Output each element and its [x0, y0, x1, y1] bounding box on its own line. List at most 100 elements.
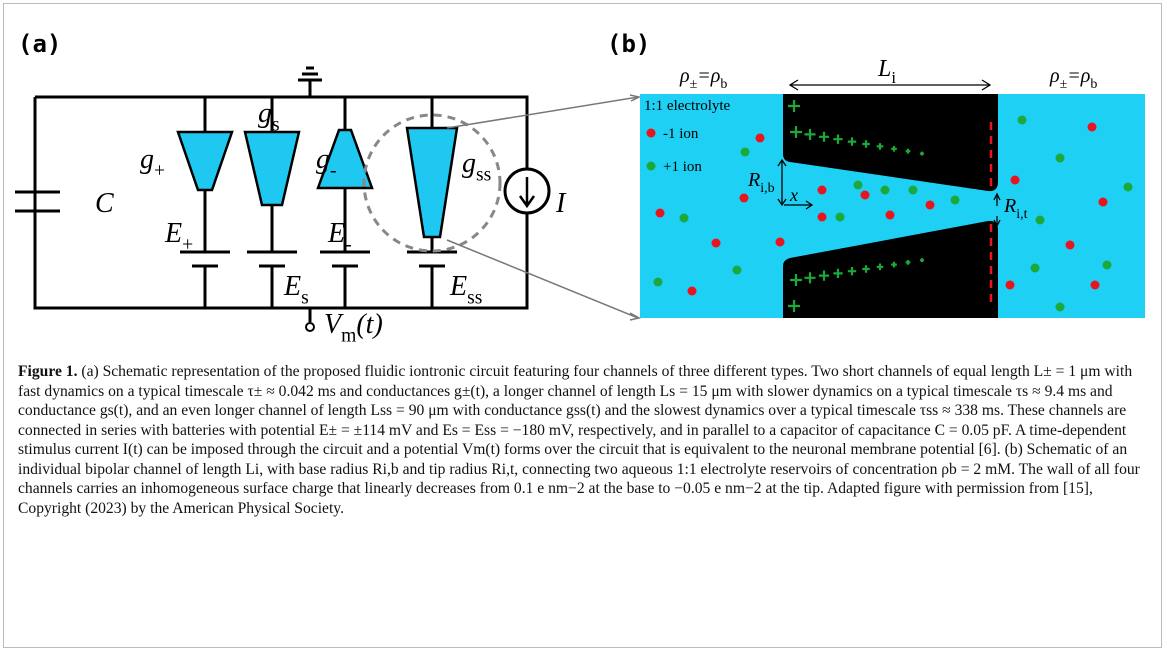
- schematic-label: ρ±=ρb: [1049, 65, 1097, 92]
- label-subscript: b: [1090, 77, 1097, 92]
- schematic-label: x: [789, 185, 798, 205]
- label-subscript: s: [272, 114, 280, 135]
- negative-ion: [1088, 123, 1097, 132]
- label-text: ρ: [679, 65, 690, 87]
- shape: [15, 192, 60, 211]
- label-text: g: [140, 144, 154, 175]
- label-text: R: [1003, 195, 1016, 217]
- positive-ion: [733, 266, 742, 275]
- positive-ion: [1124, 183, 1133, 192]
- circuit-label: g+: [140, 144, 165, 181]
- shape: [245, 132, 299, 205]
- panel-label: (a): [18, 30, 61, 58]
- current-source: [505, 169, 549, 213]
- label-text: L: [877, 56, 891, 82]
- negative-ion: [1006, 281, 1015, 290]
- positive-ion: [1103, 261, 1112, 270]
- positive-ion: [680, 214, 689, 223]
- legend-positive-ion: [647, 162, 656, 171]
- label-subscript: +: [182, 234, 193, 255]
- circuit-label: E-: [327, 218, 352, 255]
- caption-text: (a) Schematic representation of the prop…: [18, 363, 1140, 517]
- positive-ion: [909, 186, 918, 195]
- legend-text: +1 ion: [663, 159, 702, 175]
- positive-ion: [1056, 154, 1065, 163]
- positive-ion: [741, 148, 750, 157]
- shape: [178, 132, 232, 190]
- negative-ion: [688, 287, 697, 296]
- circuit-label: Es: [283, 271, 309, 308]
- circuit-label: Vm(t): [324, 309, 383, 346]
- label-subscript: -: [345, 234, 352, 255]
- label-text: +1 ion: [663, 159, 702, 175]
- negative-ion: [1066, 241, 1075, 250]
- label-text: R: [747, 169, 760, 191]
- negative-ion: [756, 134, 765, 143]
- label-text: x: [789, 185, 798, 205]
- negative-ion: [712, 239, 721, 248]
- label-subscript: i,t: [1016, 207, 1027, 222]
- label-text: (t): [356, 309, 382, 340]
- positive-ion: [881, 186, 890, 195]
- label-text: g: [462, 148, 476, 179]
- positive-ion: [1036, 216, 1045, 225]
- shape: [407, 252, 457, 266]
- shape: [247, 252, 297, 266]
- label-text: E: [449, 271, 467, 302]
- negative-ion: [1099, 198, 1108, 207]
- label-text: E: [327, 218, 345, 249]
- label-text: I: [555, 188, 567, 219]
- positive-ion: [951, 196, 960, 205]
- label-text: E: [283, 271, 301, 302]
- shape: [407, 128, 457, 237]
- label-subscript: -: [330, 160, 337, 181]
- positive-ion: [854, 181, 863, 190]
- negative-ion: [1091, 281, 1100, 290]
- label-subscript: ss: [467, 287, 482, 308]
- circuit-label: C: [95, 188, 114, 219]
- circuit-label: gs: [258, 98, 280, 135]
- terminal: [306, 323, 314, 331]
- zoom-arrowheads: [630, 95, 639, 320]
- label-text: ρ: [1049, 65, 1060, 87]
- label-text: -1 ion: [663, 126, 699, 142]
- legend-text: 1:1 electrolyte: [644, 98, 731, 114]
- label-text: =ρ: [697, 65, 720, 87]
- label-text: 1:1 electrolyte: [644, 98, 731, 114]
- positive-ion: [836, 213, 845, 222]
- label-subscript: m: [341, 325, 356, 346]
- shape: [298, 68, 322, 97]
- negative-ion: [926, 201, 935, 210]
- caption-label: Figure 1.: [18, 363, 77, 380]
- positive-ion: [654, 278, 663, 287]
- negative-ion: [1011, 176, 1020, 185]
- schematic-label: ρ±=ρb: [679, 65, 727, 92]
- negative-ion: [776, 238, 785, 247]
- label-subscript: s: [301, 287, 309, 308]
- legend-text: -1 ion: [663, 126, 699, 142]
- negative-ion: [740, 194, 749, 203]
- label-subscript: i: [891, 68, 896, 87]
- label-text: g: [258, 98, 272, 129]
- circuit-label: I: [555, 188, 567, 219]
- positive-ion: [1056, 303, 1065, 312]
- label-text: g: [316, 144, 330, 175]
- label-subscript: +: [154, 160, 165, 181]
- label-subscript: i,b: [760, 181, 774, 196]
- label-text: C: [95, 188, 114, 219]
- circuit-label: Ess: [449, 271, 482, 308]
- label-text: E: [164, 218, 182, 249]
- label-subscript: b: [720, 77, 727, 92]
- circuit-label: E+: [164, 218, 193, 255]
- circuit-label: gss: [462, 148, 491, 185]
- figure-caption: Figure 1. (a) Schematic representation o…: [18, 362, 1148, 518]
- negative-ion: [656, 209, 665, 218]
- negative-ion: [861, 191, 870, 200]
- negative-ion: [818, 213, 827, 222]
- negative-ion: [818, 186, 827, 195]
- positive-ion: [1018, 116, 1027, 125]
- panel-label: (b): [607, 30, 650, 58]
- positive-ion: [1031, 264, 1040, 273]
- figure-page: (a)(b)g+gsg-gssCIE+EsE-EssVm(t)ρ±=ρbρ±=ρ…: [0, 0, 1167, 653]
